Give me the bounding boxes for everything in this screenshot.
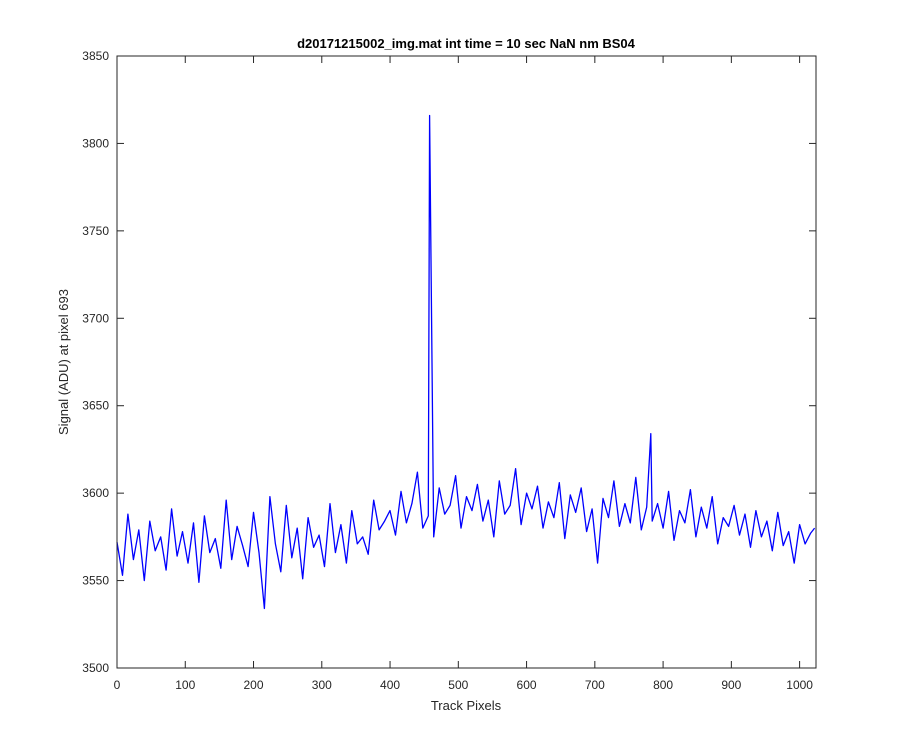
y-axis-ticks: 3500 3550 3600 3650 3700 3750 3800 3850 <box>82 49 816 675</box>
x-tick-label-10: 1000 <box>786 678 813 692</box>
x-tick-label-2: 200 <box>244 678 264 692</box>
y-axis-label: Signal (ADU) at pixel 693 <box>56 289 71 435</box>
x-tick-label-8: 800 <box>653 678 673 692</box>
x-tick-label-7: 700 <box>585 678 605 692</box>
y-tick-label-6: 3800 <box>82 136 109 150</box>
x-axis-ticks: 0 100 200 300 400 500 600 700 800 900 1000 <box>114 56 813 692</box>
series-line-0 <box>116 114 816 610</box>
plot-area <box>117 56 816 668</box>
y-tick-label-5: 3750 <box>82 224 109 238</box>
y-tick-label-7: 3850 <box>82 49 109 63</box>
x-tick-label-4: 400 <box>380 678 400 692</box>
x-tick-label-6: 600 <box>517 678 537 692</box>
x-tick-label-5: 500 <box>448 678 468 692</box>
series-layer <box>116 114 816 610</box>
y-tick-label-1: 3550 <box>82 574 109 588</box>
axes-box <box>116 55 817 669</box>
x-tick-label-0: 0 <box>114 678 121 692</box>
y-tick-label-2: 3600 <box>82 486 109 500</box>
y-tick-label-3: 3650 <box>82 399 109 413</box>
x-axis-label: Track Pixels <box>431 698 502 713</box>
x-tick-label-3: 300 <box>312 678 332 692</box>
y-tick-label-0: 3500 <box>82 661 109 675</box>
y-tick-label-4: 3700 <box>82 311 109 325</box>
x-tick-label-9: 900 <box>721 678 741 692</box>
x-tick-label-1: 100 <box>175 678 195 692</box>
chart-title: d20171215002_img.mat int time = 10 sec N… <box>297 36 636 51</box>
